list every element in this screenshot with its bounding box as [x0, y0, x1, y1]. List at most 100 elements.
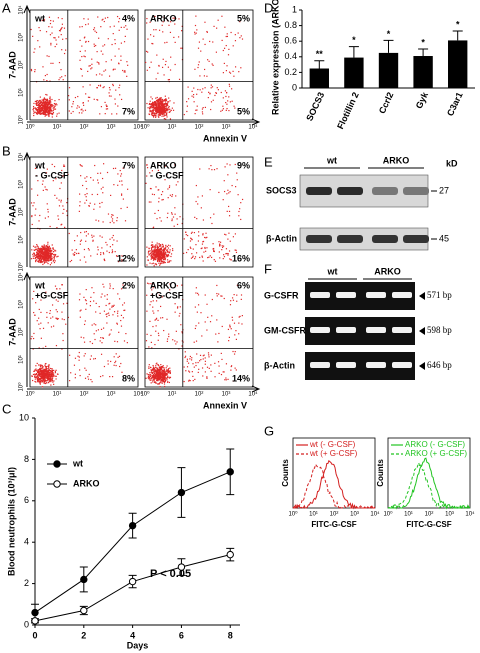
significance: *: [387, 29, 391, 39]
data-point: [31, 617, 39, 625]
event-dot: [32, 105, 35, 108]
event-dot: [179, 306, 181, 308]
event-dot: [59, 288, 61, 290]
event-dot: [154, 251, 156, 253]
event-dot: [214, 376, 216, 378]
event-dot: [37, 260, 39, 263]
event-dot: [102, 18, 104, 20]
event-dot: [118, 331, 120, 333]
event-dot: [110, 194, 112, 197]
event-dot: [184, 351, 186, 353]
event-dot: [52, 260, 54, 262]
unit-label: kD: [446, 158, 458, 168]
event-dot: [40, 380, 43, 382]
event-dot: [160, 373, 162, 376]
event-dot: [50, 104, 52, 106]
event-dot: [37, 381, 39, 383]
event-dot: [100, 353, 103, 355]
event-dot: [47, 99, 49, 102]
event-dot: [97, 249, 99, 251]
event-dot: [57, 215, 59, 217]
event-dot: [40, 376, 42, 378]
event-dot: [221, 295, 223, 297]
event-dot: [179, 312, 181, 315]
event-dot: [163, 369, 165, 371]
event-dot: [38, 374, 40, 376]
event-dot: [184, 355, 187, 357]
event-dot: [44, 115, 46, 117]
event-dot: [153, 106, 155, 108]
event-dot: [158, 64, 160, 67]
event-dot: [107, 363, 109, 365]
event-dot: [146, 246, 148, 248]
event-dot: [225, 70, 228, 72]
event-dot: [44, 376, 47, 378]
event-dot: [172, 248, 174, 250]
event-dot: [52, 107, 54, 109]
event-dot: [160, 109, 162, 111]
y-tick-label: 10¹: [19, 235, 25, 244]
event-dot: [239, 21, 241, 23]
event-dot: [152, 262, 154, 264]
event-dot: [41, 367, 43, 369]
event-dot: [188, 379, 190, 381]
event-dot: [45, 102, 47, 104]
event-dot: [39, 368, 41, 370]
event-dot: [164, 371, 166, 373]
error-bar: [418, 48, 429, 57]
blot-band: [337, 187, 363, 195]
event-dot: [33, 249, 35, 251]
event-dot: [38, 105, 40, 107]
event-dot: [42, 257, 44, 260]
blot-band: [306, 187, 332, 195]
event-dot: [32, 373, 35, 376]
event-dot: [51, 368, 53, 370]
event-dot: [181, 340, 183, 342]
event-dot: [43, 254, 45, 256]
event-dot: [146, 175, 148, 177]
event-dot: [151, 114, 154, 117]
event-dot: [153, 368, 156, 370]
event-dot: [147, 377, 149, 379]
event-dot: [154, 256, 156, 258]
event-dot: [75, 252, 78, 255]
event-dot: [81, 165, 83, 167]
event-dot: [213, 249, 215, 251]
event-dot: [161, 104, 163, 106]
event-dot: [41, 380, 44, 383]
event-dot: [41, 375, 43, 377]
event-dot: [163, 375, 166, 377]
event-dot: [162, 367, 164, 369]
event-dot: [105, 108, 107, 110]
event-dot: [166, 377, 168, 379]
event-dot: [157, 374, 159, 377]
event-dot: [48, 375, 50, 377]
event-dot: [124, 70, 126, 72]
row-label: β-Actin: [266, 233, 297, 243]
event-dot: [152, 101, 154, 103]
event-dot: [40, 322, 42, 324]
event-dot: [161, 112, 163, 115]
event-dot: [42, 107, 44, 109]
event-dot: [114, 98, 116, 100]
event-dot: [163, 115, 165, 117]
event-dot: [151, 257, 154, 259]
event-dot: [38, 252, 40, 254]
event-dot: [80, 231, 82, 234]
event-dot: [48, 100, 51, 102]
event-dot: [154, 371, 156, 373]
event-dot: [195, 252, 198, 254]
event-dot: [85, 303, 88, 305]
event-dot: [183, 366, 185, 368]
event-dot: [43, 105, 45, 107]
event-dot: [102, 45, 104, 47]
event-dot: [83, 248, 86, 251]
event-dot: [163, 118, 165, 120]
event-dot: [161, 112, 163, 114]
event-dot: [166, 371, 168, 373]
event-dot: [162, 110, 164, 112]
event-dot: [36, 99, 38, 102]
event-dot: [114, 361, 116, 364]
event-dot: [42, 374, 44, 376]
event-dot: [165, 246, 167, 248]
